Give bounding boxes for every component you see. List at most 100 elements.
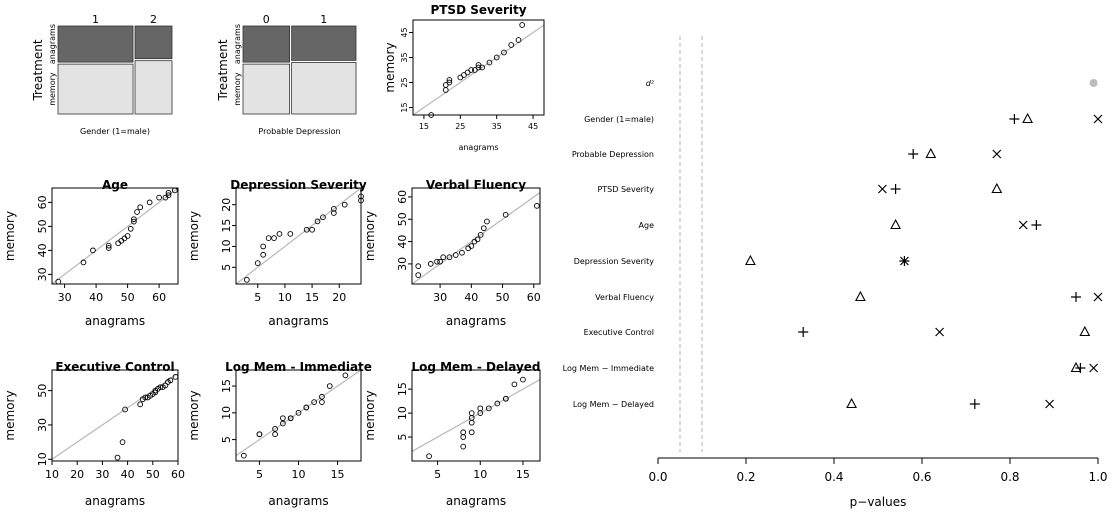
mosaic-xlabel: Probable Depression bbox=[258, 127, 340, 136]
qq-ytick-label: 45 bbox=[400, 27, 409, 37]
qq-point bbox=[314, 218, 321, 225]
qq-xtick-label: 15 bbox=[305, 291, 319, 304]
qq-point bbox=[319, 393, 325, 400]
qq-reference-line bbox=[411, 379, 541, 452]
marker-triangle bbox=[890, 218, 902, 230]
mosaic-ylabel: Treatment bbox=[31, 39, 45, 101]
marker-triangle bbox=[1070, 361, 1082, 373]
qq-ytick-label: 20 bbox=[220, 198, 233, 212]
qq-point bbox=[477, 405, 484, 412]
qq-point bbox=[134, 209, 140, 215]
qq-point bbox=[485, 405, 492, 412]
qq-ylabel: memory bbox=[383, 42, 397, 92]
qq-xlabel: anagrams bbox=[268, 314, 328, 328]
qq-ytick-label: 10 bbox=[220, 239, 233, 253]
qq-xtick-label: 20 bbox=[70, 468, 84, 481]
qq-point bbox=[146, 199, 153, 206]
qq-point bbox=[124, 233, 131, 239]
pvalue-dotplot: d² Gender (1=male) Probable Depression PTSD… bbox=[563, 36, 1108, 509]
marker-cross bbox=[899, 256, 909, 266]
marker-cross bbox=[935, 327, 945, 337]
qq-point bbox=[256, 431, 263, 438]
qq-point bbox=[295, 409, 302, 416]
qq-point bbox=[460, 434, 467, 440]
qq-xtick-label: 5 bbox=[434, 468, 441, 481]
category-label: Depression Severity bbox=[574, 257, 655, 266]
marker-cross bbox=[1089, 363, 1099, 373]
marker-triangle bbox=[854, 290, 866, 302]
qq-point bbox=[486, 59, 493, 66]
qq-point bbox=[474, 236, 481, 243]
qq-xtick-label: 20 bbox=[332, 291, 346, 304]
qq-point bbox=[326, 383, 333, 389]
qq-point bbox=[272, 426, 278, 432]
qq-plot-2: 30 40 50 60 30 40 50 60 Age anagrams memory bbox=[3, 178, 179, 328]
x-tick-label: 0.8 bbox=[1000, 470, 1019, 484]
qq-point bbox=[459, 249, 465, 256]
qq-xtick-label: 60 bbox=[152, 291, 166, 304]
qq-point bbox=[105, 245, 112, 251]
qq-ytick-label: 50 bbox=[396, 212, 409, 226]
category-label: Age bbox=[639, 221, 655, 230]
mosaic-ylabel: Treatment bbox=[216, 39, 230, 101]
qq-point bbox=[428, 112, 435, 118]
qq-point bbox=[131, 216, 137, 223]
mosaic-cell-top bbox=[242, 25, 291, 63]
qq-ytick-label: 30 bbox=[36, 418, 49, 432]
qq-point bbox=[511, 381, 518, 388]
qq-title: Verbal Fluency bbox=[426, 178, 526, 192]
qq-reference-line bbox=[411, 191, 541, 285]
marker-plus bbox=[1009, 114, 1020, 124]
qq-point bbox=[415, 263, 422, 269]
marker-triangle bbox=[744, 254, 756, 266]
category-label: Verbal Fluency bbox=[595, 293, 654, 302]
qq-xlabel: anagrams bbox=[85, 314, 145, 328]
marker-dot bbox=[1089, 79, 1098, 87]
qq-ytick-label: 40 bbox=[396, 235, 409, 249]
qq-xtick-label: 15 bbox=[331, 468, 345, 481]
x-tick-label: 0.0 bbox=[648, 470, 667, 484]
qq-point bbox=[165, 189, 172, 196]
marker-triangle bbox=[1079, 325, 1091, 337]
x-tick-label: 0.6 bbox=[912, 470, 931, 484]
qq-point bbox=[446, 254, 453, 261]
qq-xlabel: anagrams bbox=[268, 494, 328, 508]
qq-point bbox=[142, 394, 149, 401]
mosaic-cell-bottom bbox=[242, 63, 291, 115]
marker-cross bbox=[1093, 114, 1103, 124]
category-label: Probable Depression bbox=[572, 150, 654, 159]
qq-frame bbox=[412, 19, 545, 116]
qq-xtick-label: 10 bbox=[45, 468, 59, 481]
qq-ylabel: memory bbox=[3, 390, 17, 440]
qq-xtick-label: 35 bbox=[492, 122, 502, 131]
qq-title: Age bbox=[102, 178, 128, 192]
x-tick-label: 0.4 bbox=[824, 470, 843, 484]
qq-point bbox=[475, 64, 482, 71]
qq-point bbox=[494, 400, 501, 407]
qq-point bbox=[484, 218, 490, 225]
qq-xtick-label: 60 bbox=[527, 291, 541, 304]
qq-point bbox=[80, 259, 87, 266]
mosaic-cell-bottom bbox=[134, 60, 173, 115]
mosaic-row-label: memory bbox=[48, 72, 57, 106]
qq-plot-3: 5 10 15 20 5 10 15 20 Depression Severity anagram… bbox=[187, 178, 367, 328]
qq-xlabel: anagrams bbox=[85, 494, 145, 508]
category-label: Log Mem − Delayed bbox=[573, 400, 654, 409]
qq-point bbox=[515, 37, 522, 43]
qq-point bbox=[254, 260, 261, 266]
qq-point bbox=[287, 415, 294, 422]
qq-ytick-label: 30 bbox=[396, 257, 409, 271]
marker-cross bbox=[992, 149, 1002, 159]
qq-title: Log Mem - Delayed bbox=[411, 360, 540, 374]
qq-xtick-label: 40 bbox=[121, 468, 135, 481]
qq-point bbox=[280, 420, 286, 427]
qq-point bbox=[311, 399, 317, 405]
qq-ytick-label: 15 bbox=[220, 379, 233, 393]
balance-diagnostic-panels: 1 anagrams memory 2 Treatment Gender (1=male)… bbox=[3, 3, 545, 508]
category-label: Log Mem − Immediate bbox=[563, 364, 654, 373]
qq-plot-4: 30 40 50 60 30 40 50 60 Verbal Fluency anagrams me… bbox=[363, 178, 541, 328]
qq-point bbox=[114, 454, 121, 461]
qq-point bbox=[287, 231, 294, 237]
marker-triangle bbox=[1022, 112, 1034, 124]
qq-point bbox=[358, 197, 364, 204]
